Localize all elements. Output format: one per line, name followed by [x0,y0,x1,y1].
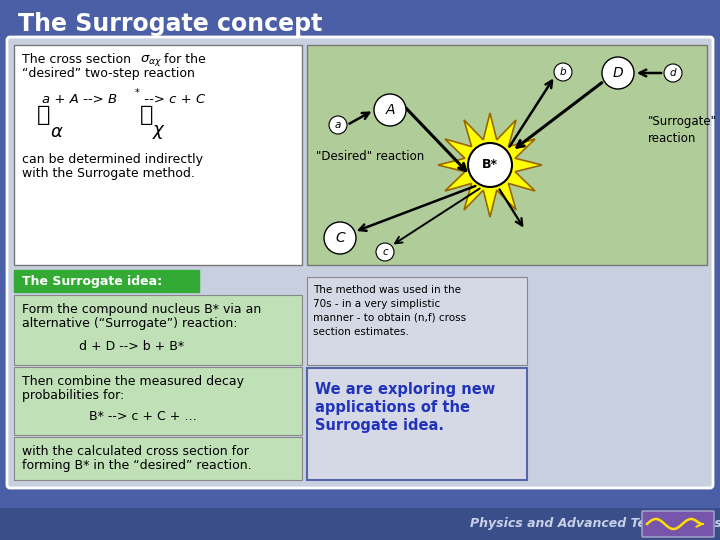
Polygon shape [438,113,542,217]
Text: The cross section: The cross section [22,53,135,66]
Text: a + A --> B: a + A --> B [42,93,117,106]
Text: “desired” two-step reaction: “desired” two-step reaction [22,67,195,80]
Circle shape [664,64,682,82]
Text: a: a [335,120,341,130]
FancyBboxPatch shape [7,37,713,488]
Text: We are exploring new: We are exploring new [315,382,495,397]
Text: for the: for the [160,53,206,66]
Text: applications of the: applications of the [315,400,470,415]
Circle shape [324,222,356,254]
Text: probabilities for:: probabilities for: [22,389,125,402]
Text: manner - to obtain (n,f) cross: manner - to obtain (n,f) cross [313,313,466,323]
Circle shape [374,94,406,126]
Text: *: * [135,88,140,98]
FancyBboxPatch shape [14,437,302,480]
Text: b: b [559,67,567,77]
Circle shape [468,143,512,187]
Text: forming B* in the “desired” reaction.: forming B* in the “desired” reaction. [22,459,251,472]
Text: D: D [613,66,624,80]
Text: Surrogate idea.: Surrogate idea. [315,418,444,433]
Circle shape [602,57,634,89]
Text: $\sigma_{\alpha\chi}$: $\sigma_{\alpha\chi}$ [140,53,162,68]
Circle shape [329,116,347,134]
Circle shape [554,63,572,81]
Text: 70s - in a very simplistic: 70s - in a very simplistic [313,299,440,309]
Text: $\chi$: $\chi$ [152,123,166,141]
Text: with the calculated cross section for: with the calculated cross section for [22,445,249,458]
Text: Form the compound nucleus B* via an: Form the compound nucleus B* via an [22,303,261,316]
Text: "Surrogate"
reaction: "Surrogate" reaction [648,115,717,145]
Text: d + D --> b + B*: d + D --> b + B* [79,340,184,353]
Text: "Desired" reaction: "Desired" reaction [316,151,424,164]
FancyBboxPatch shape [14,45,302,265]
FancyBboxPatch shape [307,45,707,265]
FancyBboxPatch shape [307,277,527,365]
Circle shape [376,243,394,261]
FancyBboxPatch shape [307,368,527,480]
FancyBboxPatch shape [642,511,714,537]
FancyBboxPatch shape [14,270,199,292]
FancyBboxPatch shape [0,508,720,540]
Text: The Surrogate idea:: The Surrogate idea: [22,274,162,287]
Text: with the Surrogate method.: with the Surrogate method. [22,167,195,180]
Text: section estimates.: section estimates. [313,327,409,337]
Text: --> c + C: --> c + C [140,93,205,106]
Text: c: c [382,247,388,257]
Text: The method was used in the: The method was used in the [313,285,461,295]
Text: can be determined indirectly: can be determined indirectly [22,153,203,166]
Text: d: d [670,68,676,78]
FancyBboxPatch shape [14,367,302,435]
Text: B* --> c + C + …: B* --> c + C + … [89,410,197,423]
Text: ⏜: ⏜ [37,105,50,125]
Text: C: C [335,231,345,245]
Text: B*: B* [482,158,498,171]
Text: Then combine the measured decay: Then combine the measured decay [22,375,244,388]
Text: $\alpha$: $\alpha$ [50,123,63,141]
Text: Physics and Advanced Technologies: Physics and Advanced Technologies [470,517,720,530]
Text: ⏜: ⏜ [140,105,153,125]
FancyBboxPatch shape [14,295,302,365]
Text: alternative (“Surrogate”) reaction:: alternative (“Surrogate”) reaction: [22,317,238,330]
Text: The Surrogate concept: The Surrogate concept [18,12,323,36]
Text: A: A [385,103,395,117]
